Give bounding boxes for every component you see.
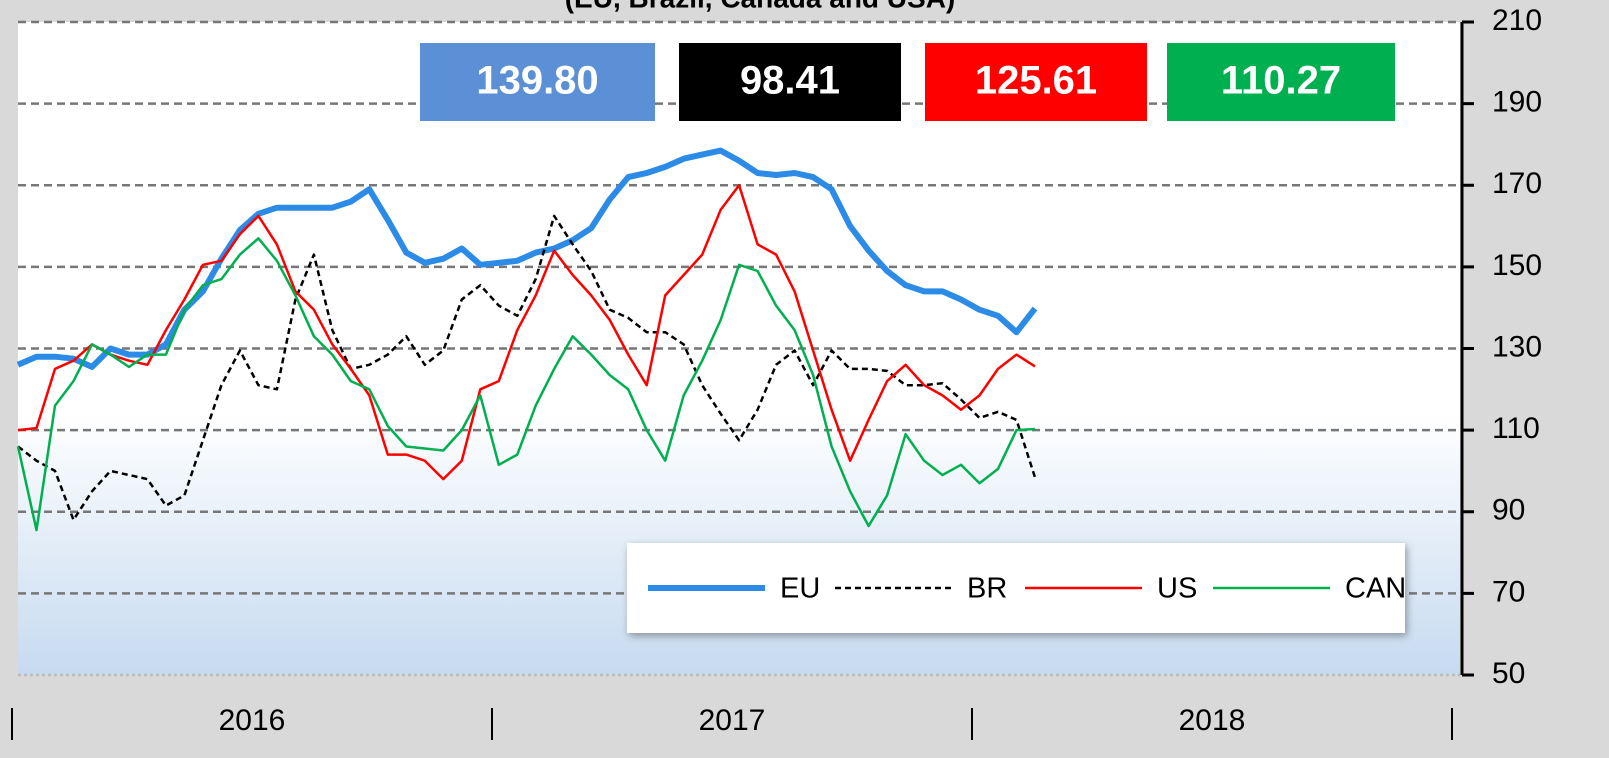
legend-label: CAN [1345,573,1406,605]
value-box-label: 139.80 [476,59,598,103]
series-line [16,237,1036,532]
value-box [1167,43,1395,121]
value-box-label: 98.41 [740,59,840,103]
y-tick-label: 50 [1492,657,1525,690]
series-line [17,184,1036,481]
y-tick-label: 190 [1492,86,1542,119]
x-tick-label: 2016 [219,704,286,737]
y-tick-label: 150 [1492,249,1542,282]
x-tick-label: 2017 [699,704,766,737]
value-box [925,43,1147,121]
y-tick-label: 130 [1492,330,1542,363]
value-box [679,43,901,121]
legend-label: US [1157,573,1197,605]
x-tick-label: 2018 [1179,704,1246,737]
y-tick-label: 170 [1492,167,1542,200]
series-line [17,214,1037,522]
y-tick-label: 110 [1492,412,1540,445]
legend-label: EU [780,573,820,605]
y-tick-label: 210 [1492,4,1542,37]
value-box-label: 125.61 [975,59,1097,103]
legend-label: BR [967,573,1007,605]
value-box [420,43,655,121]
value-box-label: 110.27 [1221,59,1341,103]
chart-subtitle: (EU, Brazil, Canada and USA) [565,0,956,13]
y-tick-label: 70 [1492,575,1525,608]
y-tick-label: 90 [1492,494,1525,527]
